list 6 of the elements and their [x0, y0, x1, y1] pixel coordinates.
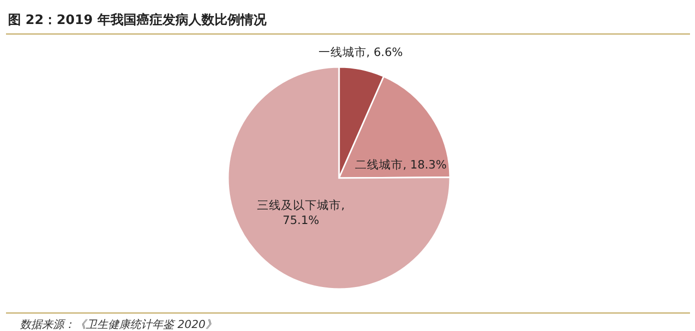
slice-label: 三线及以下城市, 75.1% [256, 198, 346, 228]
slice-label: 一线城市, 6.6% [318, 44, 403, 59]
pie-slice [227, 66, 451, 290]
source-note: 数据来源：《卫生健康统计年鉴 2020》 [20, 318, 216, 331]
chart-title: 图 22：2019 年我国癌症发病人数比例情况 [8, 12, 268, 28]
slice-label: 二线城市, 18.3% [354, 158, 447, 172]
